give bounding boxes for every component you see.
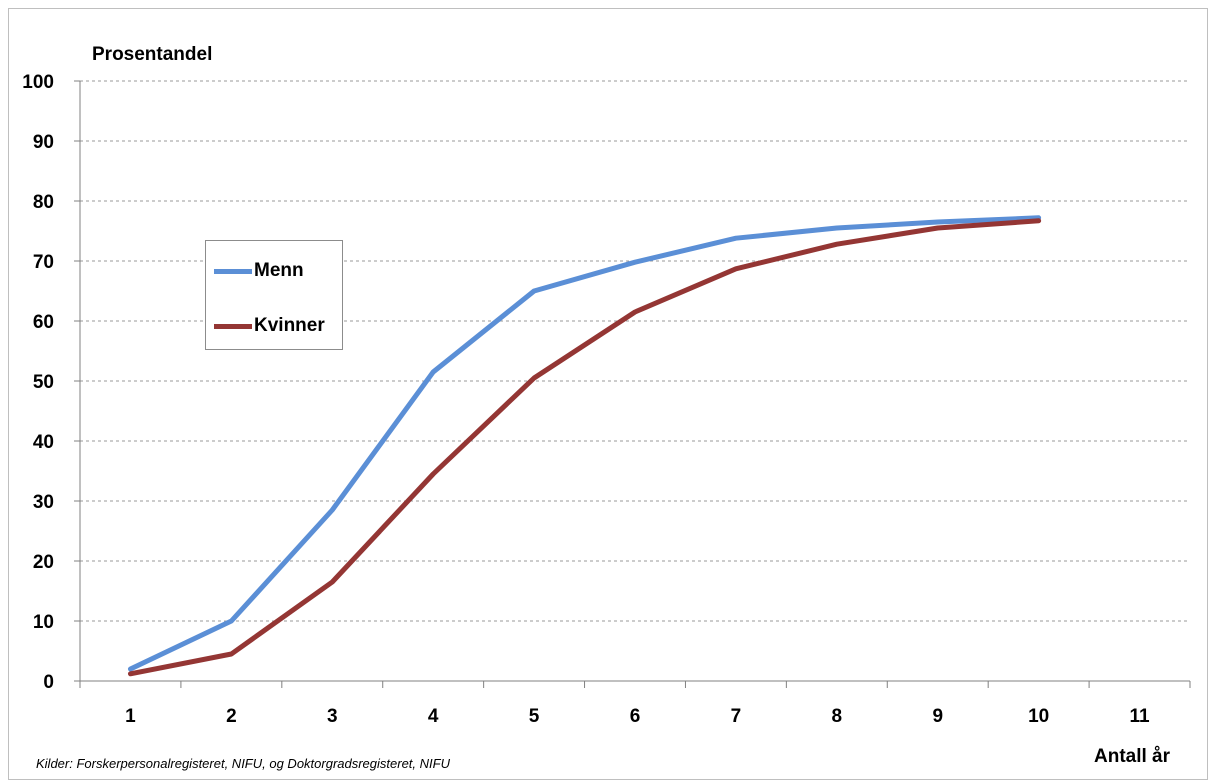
x-tick-label: 11 (1129, 706, 1150, 727)
series-line-kvinner (127, 218, 1042, 677)
x-tick-label: 3 (327, 706, 338, 727)
y-tick-label: 50 (33, 372, 54, 393)
series-lines (127, 215, 1042, 677)
y-tick-label: 60 (33, 312, 54, 333)
gridlines (80, 80, 1190, 622)
legend-label-kvinner: Kvinner (254, 315, 325, 336)
chart-frame (8, 8, 1208, 780)
y-tick-label: 10 (33, 612, 54, 633)
x-tick-label: 6 (630, 706, 641, 727)
x-tick-label: 7 (731, 706, 742, 727)
x-tick-labels: 1 2 3 4 5 6 7 8 9 10 11 (125, 706, 1150, 727)
y-tick-label: 70 (33, 252, 54, 273)
y-tick-label: 90 (33, 132, 54, 153)
x-tick-label: 9 (932, 706, 943, 727)
x-tick-label: 10 (1028, 706, 1049, 727)
source-note: Kilder: Forskerpersonalregisteret, NIFU,… (36, 756, 450, 771)
y-axis-label: Prosentandel (92, 44, 213, 65)
y-tick-label: 20 (33, 552, 54, 573)
series-line-menn (127, 215, 1042, 672)
y-tick-label: 0 (43, 672, 54, 693)
legend-item-kvinner: Kvinner (214, 314, 325, 338)
y-tick-label: 40 (33, 432, 54, 453)
x-tick-label: 5 (529, 706, 540, 727)
y-tick-label: 100 (22, 72, 54, 93)
y-tick-labels: 0 10 20 30 40 50 60 70 80 90 100 (22, 72, 54, 693)
legend-item-menn: Menn (214, 259, 304, 283)
y-tick-label: 30 (33, 492, 54, 513)
axes (74, 80, 1191, 688)
x-tick-label: 4 (428, 706, 439, 727)
y-tick-label: 80 (33, 192, 54, 213)
x-tick-label: 1 (125, 706, 136, 727)
x-tick-label: 8 (832, 706, 843, 727)
x-axis-label: Antall år (1094, 746, 1171, 767)
legend-label-menn: Menn (254, 260, 304, 281)
legend: Menn Kvinner (205, 240, 343, 350)
legend-swatch-menn (214, 268, 252, 274)
legend-swatch-kvinner (214, 323, 252, 329)
x-tick-label: 2 (226, 706, 237, 727)
